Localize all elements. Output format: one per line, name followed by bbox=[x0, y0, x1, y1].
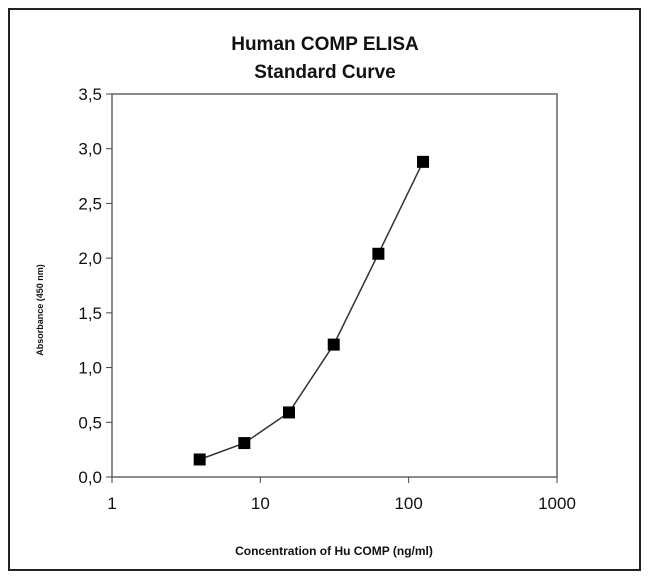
data-point bbox=[327, 338, 340, 351]
y-tick-label: 3,5 bbox=[78, 85, 102, 104]
y-tick-label: 2,5 bbox=[78, 194, 102, 213]
chart-title: Human COMP ELISA bbox=[231, 34, 419, 55]
x-axis-label: Concentration of Hu COMP (ng/ml) bbox=[235, 544, 433, 558]
chart-subtitle: Standard Curve bbox=[254, 62, 395, 83]
y-tick-label: 0,0 bbox=[78, 468, 102, 487]
x-tick-label: 1 bbox=[107, 494, 116, 513]
y-tick-label: 1,5 bbox=[78, 304, 102, 323]
y-tick-label: 1,0 bbox=[78, 359, 102, 378]
data-point bbox=[282, 406, 295, 419]
y-tick-label: 3,0 bbox=[78, 140, 102, 159]
data-point bbox=[193, 453, 206, 466]
series-line bbox=[199, 161, 424, 461]
x-tick-label: 10 bbox=[251, 494, 270, 513]
outer-frame bbox=[8, 8, 641, 571]
y-tick-label: 0,5 bbox=[78, 413, 102, 432]
plot-area bbox=[111, 93, 558, 478]
data-point bbox=[417, 155, 430, 168]
y-tick-label: 2,0 bbox=[78, 249, 102, 268]
data-point bbox=[372, 247, 385, 260]
x-tick-label: 1000 bbox=[538, 494, 576, 513]
x-tick-label: 100 bbox=[394, 494, 422, 513]
data-point bbox=[238, 437, 251, 450]
y-axis-label: Absorbance (450 nm) bbox=[35, 264, 45, 356]
